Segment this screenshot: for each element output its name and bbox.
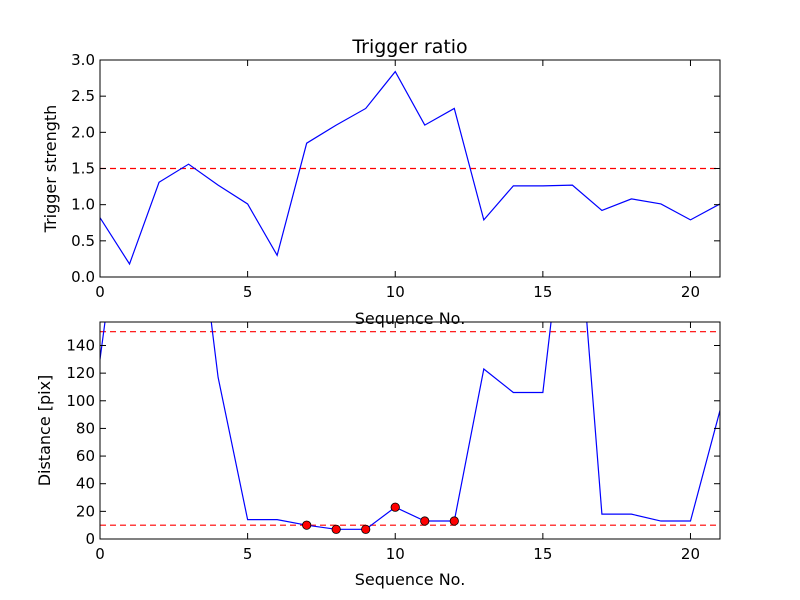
data-point-marker: [331, 524, 341, 534]
y-tick-label: 40: [76, 475, 95, 493]
x-tick-label: 10: [386, 545, 405, 563]
x-tick-label: 0: [95, 283, 105, 301]
y-tick-label: 3.0: [71, 51, 95, 69]
data-point-marker: [361, 524, 371, 534]
y-tick-label: 1.5: [71, 160, 95, 178]
top-x-axis-label: Sequence No.: [355, 309, 466, 328]
bottom-x-axis-label: Sequence No.: [355, 570, 466, 589]
bottom-plot-frame: [99, 321, 721, 540]
top-chart: 0 5 10 15 20 0.0 0.5 1.0 1.5 2.0 2.5 3.0 Trigger ra…: [41, 36, 721, 328]
bottom-y-axis-label: Distance [pix]: [35, 375, 54, 487]
y-tick-label: 120: [66, 364, 95, 382]
x-tick-label: 10: [386, 283, 405, 301]
y-tick-label: 0.0: [71, 268, 95, 286]
y-tick-label: 20: [76, 502, 95, 520]
series-line: [100, 70, 720, 266]
data-point-marker: [420, 516, 430, 526]
data-point-marker: [449, 516, 459, 526]
x-tick-label: 20: [681, 545, 700, 563]
x-tick-label: 0: [95, 545, 105, 563]
x-tick-label: 15: [533, 283, 552, 301]
y-tick-label: 0: [85, 530, 95, 548]
data-point-marker: [390, 502, 400, 512]
y-tick-label: 2.0: [71, 123, 95, 141]
y-tick-label: 1.0: [71, 196, 95, 214]
y-tick-label: 2.5: [71, 87, 95, 105]
top-y-axis-label: Trigger strength: [41, 105, 60, 234]
series-line: [100, 322, 720, 530]
top-chart-title: Trigger ratio: [351, 36, 467, 58]
x-tick-label: 20: [681, 283, 700, 301]
y-tick-label: 100: [66, 392, 95, 410]
y-tick-label: 60: [76, 447, 95, 465]
top-plot-frame: [99, 59, 721, 278]
data-point-marker: [302, 520, 312, 530]
y-tick-label: 140: [66, 336, 95, 354]
x-tick-label: 15: [533, 545, 552, 563]
x-tick-label: 5: [243, 283, 253, 301]
y-tick-label: 0.5: [71, 232, 95, 250]
x-tick-label: 5: [243, 545, 253, 563]
y-tick-label: 80: [76, 419, 95, 437]
